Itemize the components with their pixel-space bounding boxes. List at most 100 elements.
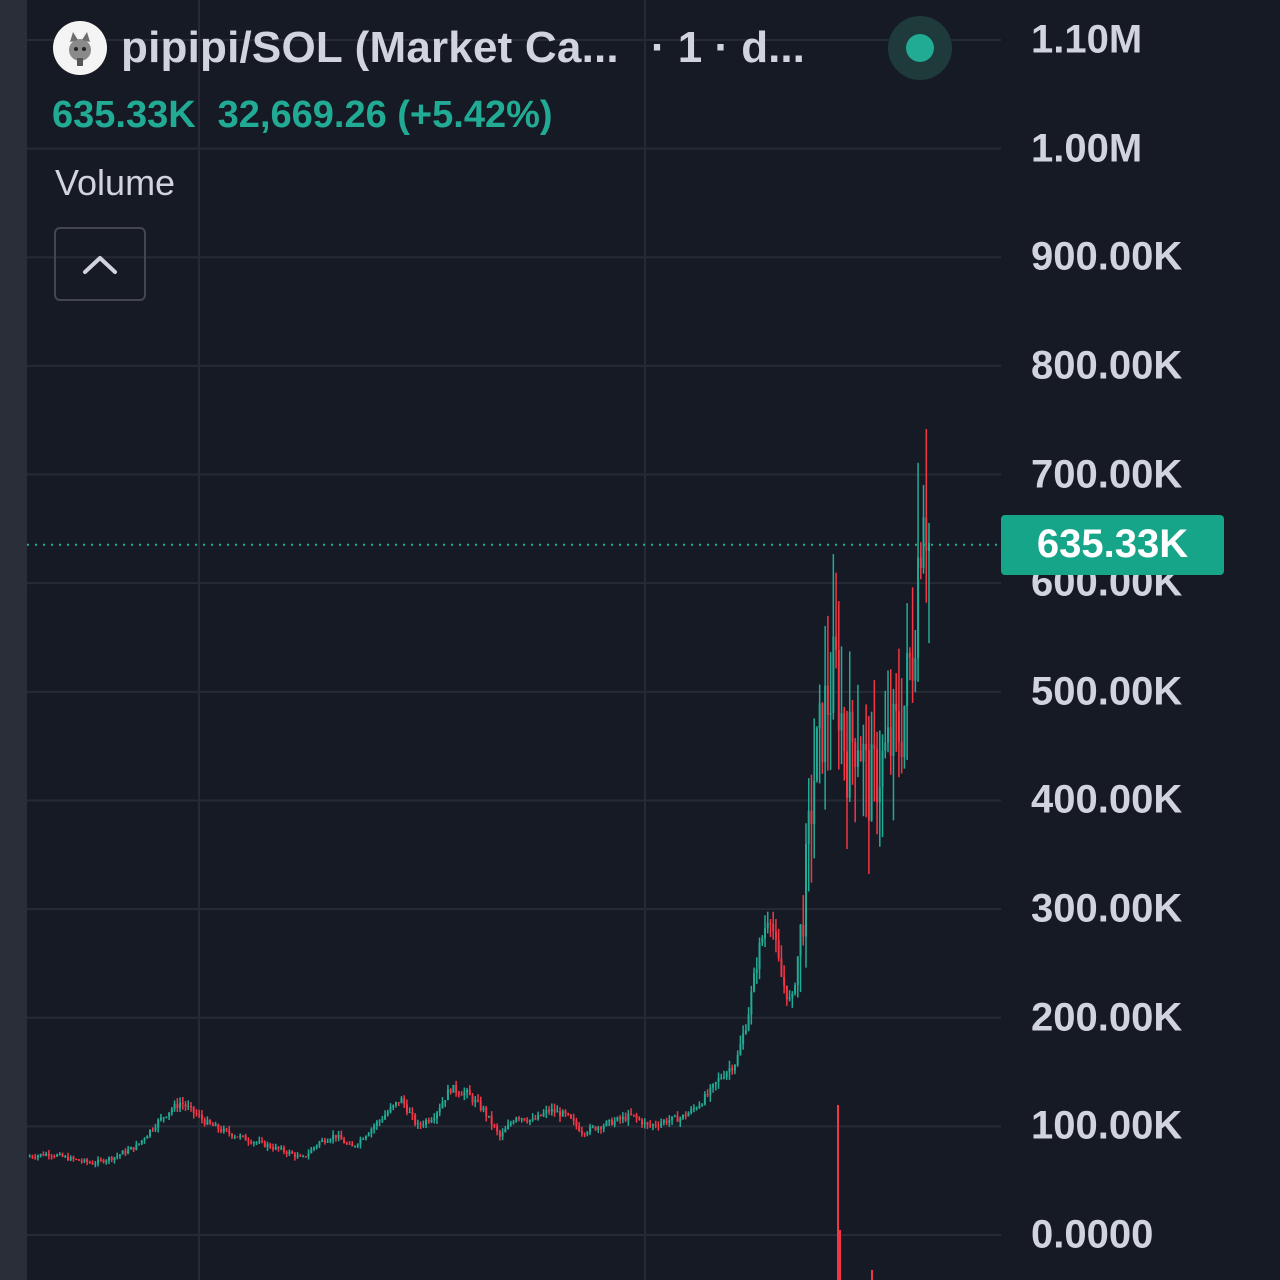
collapse-legend-button[interactable] — [54, 227, 146, 301]
candle — [323, 1137, 326, 1145]
candle — [832, 554, 835, 720]
cat-token-icon — [53, 21, 107, 75]
candle — [220, 1125, 223, 1134]
candle — [77, 1158, 80, 1161]
candle — [468, 1085, 471, 1096]
candle — [854, 737, 857, 823]
candle — [928, 522, 930, 644]
candle — [329, 1138, 332, 1144]
candle — [466, 1087, 469, 1099]
candle — [386, 1109, 389, 1117]
candle — [600, 1126, 602, 1134]
last-value: 635.33K — [52, 94, 196, 136]
y-axis-tick-label: 0.0000 — [1031, 1212, 1154, 1257]
y-axis-tick-label: 1.00M — [1031, 126, 1143, 171]
candle — [764, 915, 766, 948]
candle — [236, 1136, 239, 1138]
candle — [313, 1146, 315, 1152]
candle — [140, 1140, 143, 1146]
candle — [200, 1109, 203, 1124]
candle — [195, 1109, 198, 1117]
candle — [556, 1105, 559, 1113]
candle — [392, 1104, 395, 1111]
candle — [610, 1117, 613, 1126]
candle — [485, 1105, 488, 1122]
candle — [837, 601, 840, 770]
chart-area[interactable] — [27, 0, 1280, 1280]
candle — [848, 651, 851, 802]
candle — [862, 724, 865, 817]
candle — [509, 1120, 512, 1127]
candle — [83, 1158, 86, 1163]
candle — [343, 1136, 346, 1144]
candle — [400, 1096, 403, 1104]
candle — [493, 1123, 496, 1129]
candle — [151, 1127, 154, 1132]
candle — [750, 985, 753, 1025]
symbol-title[interactable]: pipipi/SOL (Market Ca... — [121, 23, 619, 72]
candle — [56, 1153, 59, 1157]
price-chart[interactable] — [27, 0, 1280, 1280]
candle — [766, 911, 769, 934]
candle — [739, 1035, 742, 1056]
candle — [138, 1143, 141, 1146]
candle — [364, 1135, 367, 1141]
candle — [643, 1118, 646, 1129]
candle — [523, 1117, 526, 1122]
candle — [887, 670, 889, 753]
candle — [211, 1122, 214, 1127]
candle — [780, 945, 783, 977]
candle — [209, 1119, 212, 1125]
candle — [783, 965, 786, 994]
candle — [293, 1152, 296, 1161]
candle — [621, 1112, 624, 1124]
candle — [241, 1135, 244, 1138]
candle — [370, 1127, 373, 1138]
candle — [438, 1103, 441, 1117]
left-toolbar-strip — [0, 0, 27, 1280]
candle — [616, 1116, 619, 1122]
candle — [179, 1097, 182, 1113]
candle — [824, 625, 827, 810]
candle — [321, 1137, 324, 1143]
candle — [127, 1145, 130, 1155]
candle — [851, 700, 854, 785]
legend-row: pipipi/SOL (Market Ca... · 1 · d... — [53, 20, 805, 76]
candle — [214, 1121, 217, 1127]
candle — [375, 1119, 378, 1130]
candle — [91, 1160, 94, 1165]
candle — [895, 673, 898, 752]
candle — [102, 1158, 105, 1164]
interval-label[interactable]: · 1 · d... — [650, 23, 805, 72]
candle — [917, 462, 920, 682]
candle — [173, 1100, 176, 1112]
candle — [635, 1112, 638, 1123]
candle — [124, 1148, 127, 1157]
candle — [307, 1149, 310, 1160]
candle — [657, 1121, 660, 1131]
candle — [288, 1149, 291, 1156]
candle — [539, 1114, 542, 1117]
candle — [794, 982, 797, 996]
candle — [389, 1103, 392, 1114]
candle — [373, 1123, 376, 1134]
candle — [116, 1152, 119, 1160]
candle — [129, 1146, 132, 1150]
candle — [791, 991, 794, 1008]
candle — [755, 957, 758, 984]
candle — [108, 1156, 110, 1165]
candle — [455, 1080, 458, 1097]
volume-study-label[interactable]: Volume — [55, 162, 176, 203]
candle — [695, 1106, 698, 1111]
candle — [605, 1120, 608, 1127]
candle — [583, 1132, 586, 1138]
candle — [597, 1125, 600, 1133]
candle — [660, 1118, 663, 1129]
candle — [422, 1120, 425, 1128]
candle — [550, 1103, 553, 1116]
candle — [427, 1117, 430, 1124]
candle — [712, 1083, 715, 1093]
candle — [457, 1090, 460, 1098]
candle — [878, 730, 881, 847]
current-price-tag: 635.33K — [1001, 514, 1224, 575]
